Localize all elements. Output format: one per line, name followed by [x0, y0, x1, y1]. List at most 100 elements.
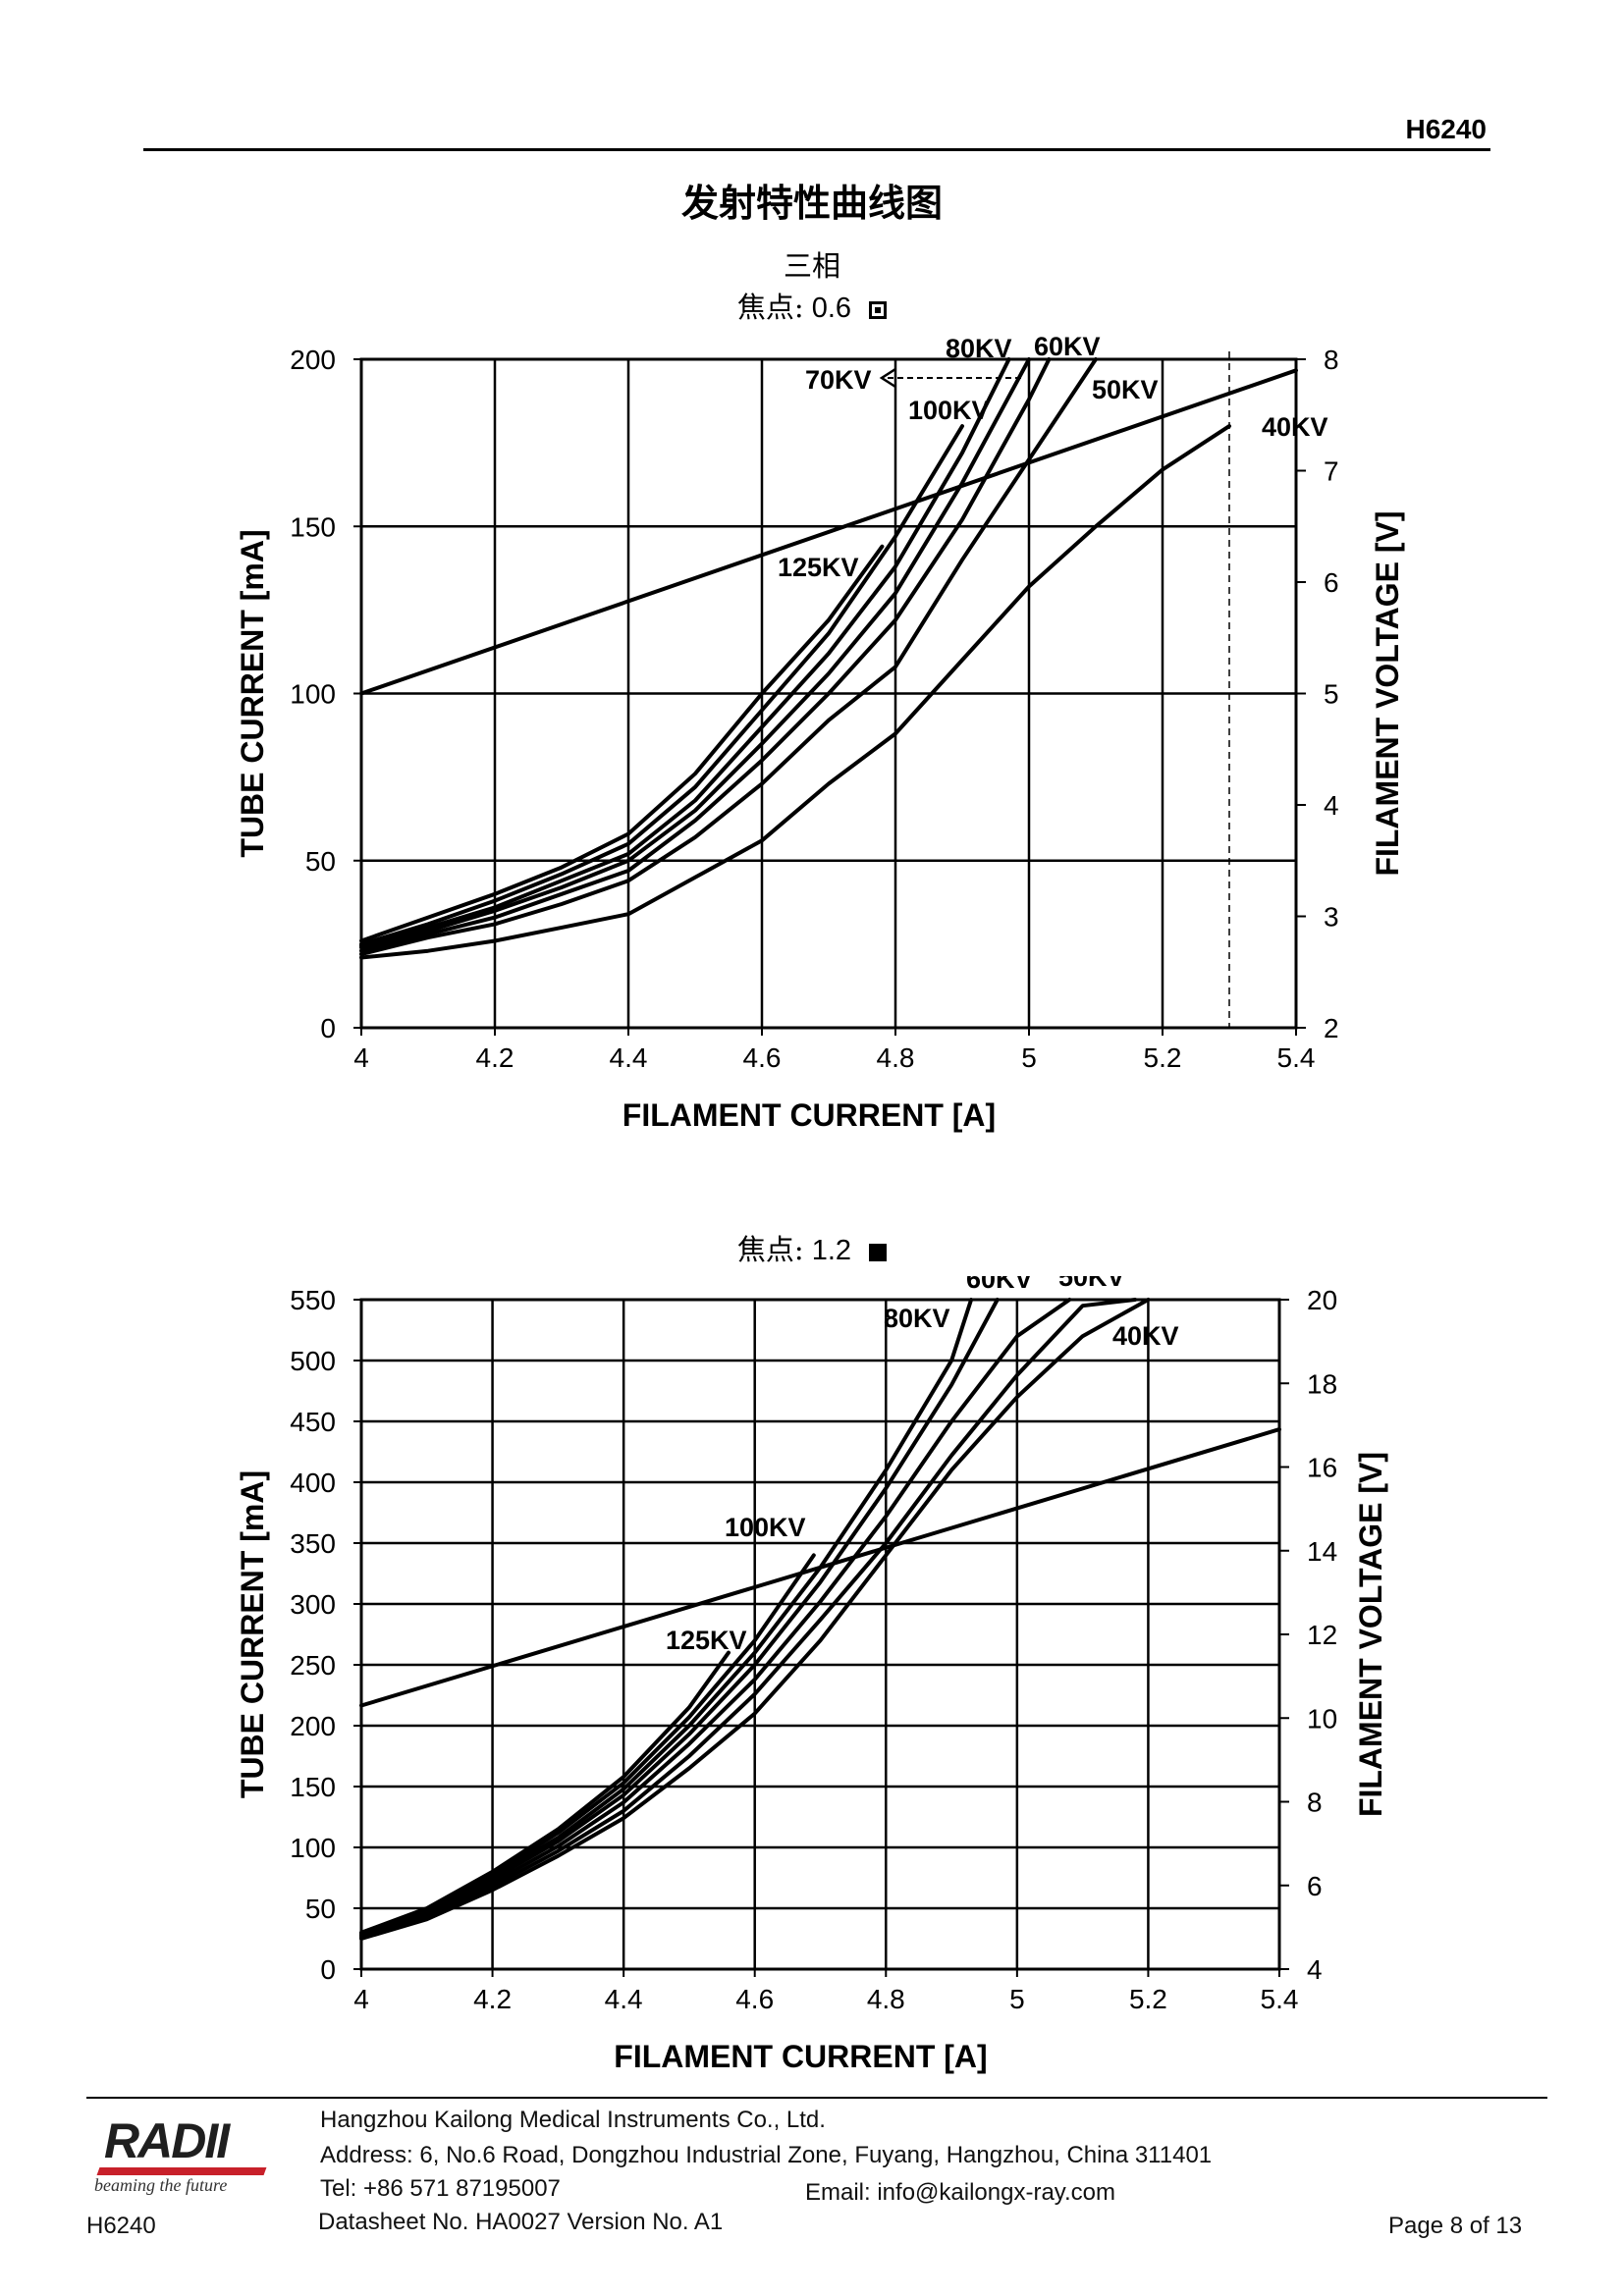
chart2-y-tick-label-250: 250: [290, 1650, 336, 1681]
chart2-series-100kv: [359, 1553, 816, 1936]
chart1-focal-label: 焦点:: [736, 291, 804, 324]
chart2-plot-frame: [359, 1298, 1281, 1971]
chart1-y-axis-title: TUBE CURRENT [mA]: [235, 529, 270, 857]
chart1-y2-tick-label-6: 6: [1324, 567, 1339, 598]
footer-email: Email: info@kailongx-ray.com: [805, 2179, 1116, 2206]
chart1-y-tick-label-50: 50: [305, 846, 336, 877]
chart2-focal-heading: 焦点: 1.2: [0, 1227, 1624, 1268]
chart2-callout-50kv: 50KV: [1058, 1276, 1125, 1292]
chart1-y2-tick-label-3: 3: [1324, 902, 1339, 933]
footer-company: Hangzhou Kailong Medical Instruments Co.…: [320, 2107, 826, 2133]
chart2-focal-value: 1.2: [811, 1235, 852, 1266]
chart2-y-tick-label-500: 500: [290, 1346, 336, 1376]
footer-page-number: Page 8 of 13: [1388, 2213, 1523, 2239]
chart1-x-tick-label-5-2: 5.2: [1144, 1042, 1182, 1073]
chart2-x-tick-label-4-8: 4.8: [867, 1984, 905, 2014]
chart2-y-tick-label-150: 150: [290, 1772, 336, 1802]
chart1-series-filament-voltage: [359, 368, 1298, 696]
chart2-callout-125kv: 125KV: [666, 1626, 747, 1655]
chart2-y-tick-label-300: 300: [290, 1589, 336, 1620]
chart1-emission-curves: 4 4.2 4.4 4.6 4.8 5 5.2 5.405010015020023456788…: [235, 334, 1405, 1133]
chart1-callout-100kv: 100KV: [908, 396, 990, 425]
chart2-y-tick-label-0: 0: [320, 1954, 336, 1985]
chart1-callout-70kv: 70KV: [805, 365, 872, 395]
page-title: 发射特性曲线图: [680, 182, 943, 225]
chart1-callout-125kv: 125KV: [778, 553, 859, 582]
chart1-focal-heading: 焦点: 0.6: [0, 285, 1624, 326]
solid-square-icon: [869, 1244, 888, 1261]
footer-address: Address: 6, No.6 Road, Dongzhou Industri…: [320, 2142, 1213, 2168]
chart2-y-axis-title: TUBE CURRENT [mA]: [235, 1470, 270, 1798]
chart1-x-tick-label-5: 5: [1021, 1042, 1037, 1073]
chart2-series-filament-voltage: [359, 1427, 1281, 1708]
chart2-series-125kv: [359, 1650, 731, 1935]
chart2-y2-tick-label-20: 20: [1307, 1285, 1337, 1315]
chart2-x-tick-label-4-6: 4.6: [735, 1984, 774, 2014]
chart1-series-60kv: [359, 357, 1052, 953]
chart1-series-40kv: [359, 424, 1231, 960]
chart1-x-tick-label-4-4: 4.4: [610, 1042, 648, 1073]
chart2-y2-tick-label-16: 16: [1307, 1453, 1337, 1483]
radii-logo: RADII beaming the future: [88, 2112, 285, 2203]
chart2-y-tick-label-50: 50: [305, 1894, 336, 1924]
chart1-callout-50kv: 50KV: [1092, 375, 1159, 404]
footer-tel: Tel: +86 571 87195007: [320, 2175, 561, 2202]
chart2-x-tick-label-5: 5: [1009, 1984, 1025, 2014]
chart1-plot-frame: [359, 357, 1298, 1030]
chart1-y-tick-label-0: 0: [320, 1013, 336, 1043]
footer-model: H6240: [86, 2213, 156, 2239]
chart2-emission-curves: 4 4.2 4.4 4.6 4.8 5 5.2 5.4 0 50 100 150 200 250 300 35…: [235, 1276, 1388, 2074]
chart2-x-tick-label-4-4: 4.4: [605, 1984, 643, 2014]
chart2-y2-tick-label-8: 8: [1307, 1788, 1323, 1818]
logo-wordmark: RADII: [104, 2113, 230, 2168]
chart1-y2-tick-label-5: 5: [1324, 679, 1339, 710]
phase-label: 三相: [783, 249, 840, 283]
chart1-x-tick-label-5-4: 5.4: [1277, 1042, 1316, 1073]
chart1-series-80kv: [359, 357, 1011, 948]
chart2-y2-tick-label-12: 12: [1307, 1620, 1337, 1650]
chart2-series-80kv: [359, 1298, 974, 1938]
chart2-y2-tick-label-10: 10: [1307, 1703, 1337, 1734]
chart2-x-tick-label-4-2: 4.2: [473, 1984, 512, 2014]
chart1-y-tick-label-150: 150: [290, 511, 336, 542]
chart2-y2-tick-label-6: 6: [1307, 1871, 1323, 1901]
chart1-series-70kv: [359, 357, 1031, 950]
chart2-x-tick-label-5-2: 5.2: [1129, 1984, 1167, 2014]
chart1-y2-tick-label-8: 8: [1324, 345, 1339, 375]
header-rule: [143, 148, 1490, 151]
chart2-x-tick-label-4: 4: [353, 1984, 369, 2014]
chart1-callout-60kv: 60KV: [1034, 334, 1101, 361]
chart1-y2-axis-title: FILAMENT VOLTAGE [V]: [1370, 510, 1405, 876]
chart1-x-tick-label-4: 4: [353, 1042, 369, 1073]
chart1-y2-tick-label-7: 7: [1324, 456, 1339, 487]
hollow-square-icon: [869, 301, 888, 319]
chart1-series-50kv: [359, 357, 1098, 957]
chart2-callout-80kv: 80KV: [884, 1304, 950, 1333]
footer-rule: [86, 2097, 1547, 2099]
chart1-x-tick-label-4-6: 4.6: [743, 1042, 782, 1073]
logo-tagline: beaming the future: [94, 2175, 228, 2195]
chart2-y-tick-label-350: 350: [290, 1528, 336, 1559]
chart2-callout-40kv: 40KV: [1112, 1321, 1179, 1351]
chart2-x-tick-label-5-4: 5.4: [1261, 1984, 1299, 2014]
chart2-focal-label: 焦点:: [736, 1233, 804, 1266]
chart1-y2-tick-label-4: 4: [1324, 790, 1339, 821]
chart1-x-tick-label-4-8: 4.8: [877, 1042, 915, 1073]
chart1-x-tick-label-4-2: 4.2: [476, 1042, 514, 1073]
chart2-y-tick-label-100: 100: [290, 1833, 336, 1863]
chart2-y2-tick-label-14: 14: [1307, 1536, 1337, 1567]
chart2-y2-axis-title: FILAMENT VOLTAGE [V]: [1353, 1452, 1388, 1817]
chart1-focal-value: 0.6: [811, 293, 852, 324]
chart2-series-70kv: [359, 1298, 1000, 1938]
chart1-y-tick-label-200: 200: [290, 345, 336, 375]
chart2-series-50kv: [359, 1298, 1138, 1940]
chart2-callout-100kv: 100KV: [725, 1513, 806, 1542]
header-model: H6240: [1405, 114, 1487, 144]
chart2-x-axis-title: FILAMENT CURRENT [A]: [614, 2039, 987, 2074]
chart2-y-tick-label-400: 400: [290, 1468, 336, 1498]
chart2-y2-tick-label-4: 4: [1307, 1954, 1323, 1985]
logo-stripe: [96, 2167, 267, 2175]
chart2-series-60kv: [359, 1298, 1072, 1939]
footer-datasheet: Datasheet No. HA0027 Version No. A1: [318, 2209, 724, 2235]
chart1-series-100kv: [359, 424, 964, 946]
